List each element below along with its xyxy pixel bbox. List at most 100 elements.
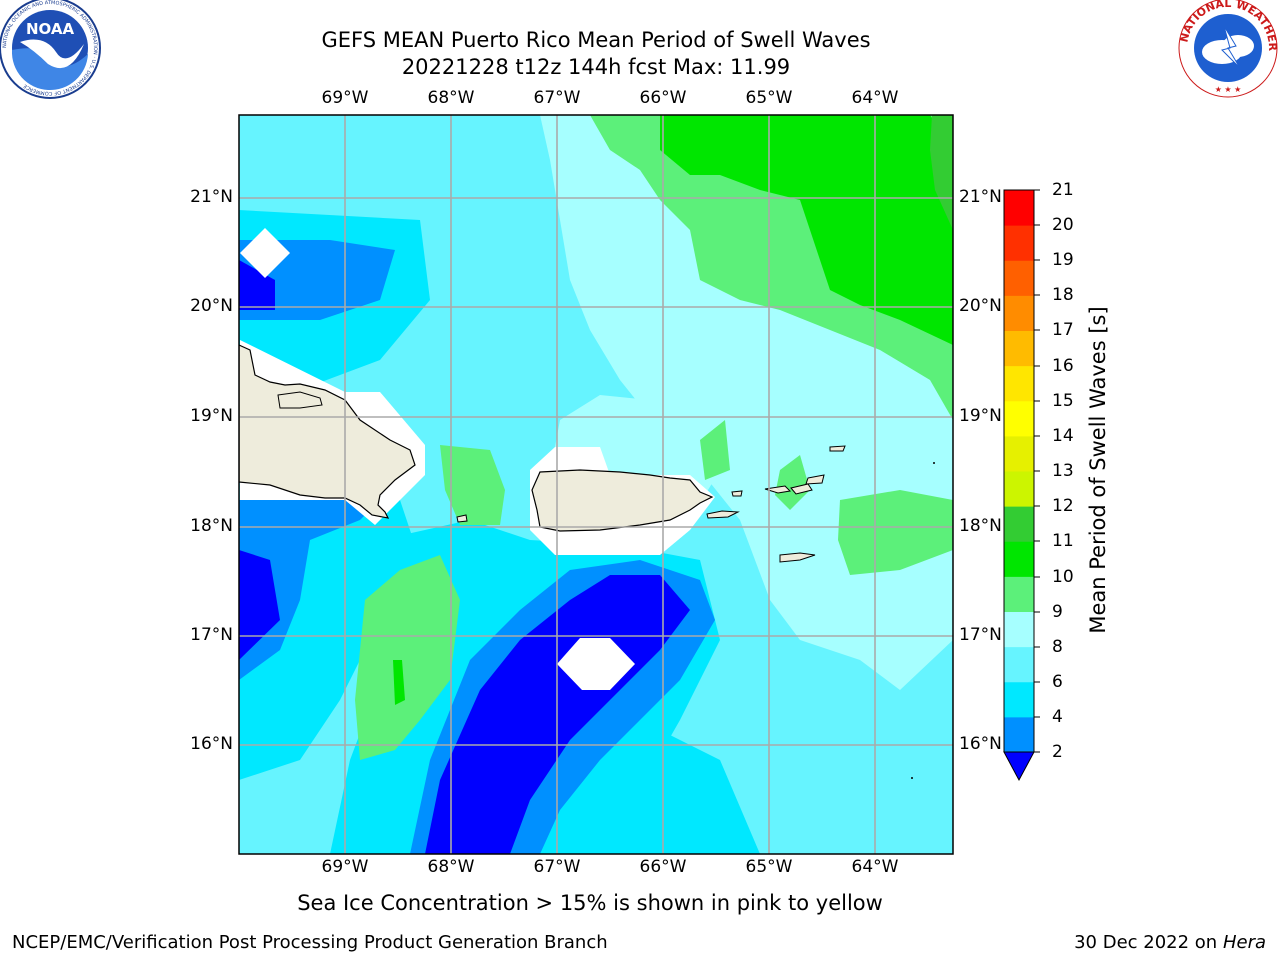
field-4-6-se bbox=[600, 720, 760, 854]
colorbar-bin bbox=[1004, 365, 1034, 402]
lon-label-top: 68°W bbox=[427, 88, 475, 108]
field-9-10-sw bbox=[355, 555, 460, 760]
colorbar-tick-label: 13 bbox=[1052, 461, 1074, 481]
field-9-10-vi2 bbox=[775, 455, 810, 510]
map-frame bbox=[238, 114, 954, 855]
puerto-rico-land bbox=[531, 469, 714, 532]
colorbar-bin bbox=[1004, 611, 1034, 648]
map-subtitle: 20221228 t12z 144h fcst Max: 11.99 bbox=[401, 55, 791, 79]
colorbar bbox=[1003, 189, 1040, 782]
colorbar-tick-label: 15 bbox=[1052, 391, 1074, 411]
footer-machine: Hera bbox=[1222, 932, 1266, 953]
lat-label-left: 20°N bbox=[190, 296, 233, 316]
colorbar-bin bbox=[1004, 506, 1034, 542]
lon-label-top: 66°W bbox=[639, 88, 687, 108]
st-john-island bbox=[790, 483, 813, 495]
footer-date-text: 30 Dec 2022 on bbox=[1074, 932, 1218, 953]
map-title: GEFS MEAN Puerto Rico Mean Period of Swe… bbox=[321, 28, 871, 52]
field-10-11-sw bbox=[393, 660, 405, 705]
colorbar-bin bbox=[1004, 646, 1034, 683]
colorbar-tick-label: 16 bbox=[1052, 356, 1074, 376]
colorbar-bin bbox=[1004, 471, 1034, 507]
mask-nw bbox=[240, 228, 290, 278]
colorbar-tick-label: 12 bbox=[1052, 496, 1074, 516]
gonave-island bbox=[277, 391, 323, 409]
field-11-12-ne bbox=[930, 115, 953, 230]
colorbar-bin bbox=[1004, 681, 1034, 718]
colorbar-bin bbox=[1004, 260, 1034, 296]
lat-label-left: 16°N bbox=[190, 734, 233, 754]
lon-label-top: 65°W bbox=[745, 88, 793, 108]
lon-label-bottom: 64°W bbox=[851, 857, 899, 877]
colorbar-tick-label: 18 bbox=[1052, 285, 1074, 305]
lon-label-top: 67°W bbox=[533, 88, 581, 108]
colorbar-bin bbox=[1004, 190, 1034, 226]
footer-branch: NCEP/EMC/Verification Post Processing Pr… bbox=[12, 932, 608, 953]
colorbar-tick-label: 20 bbox=[1052, 215, 1074, 235]
field-2-4-w bbox=[239, 500, 380, 680]
colorbar-under-arrow bbox=[1003, 751, 1035, 782]
colorbar-tick-label: 19 bbox=[1052, 250, 1074, 270]
noaa-logo: NOAA NATIONAL OCEANIC AND ATMOSPHERIC AD… bbox=[0, 0, 101, 99]
colorbar-bin bbox=[1004, 716, 1034, 753]
field-lt2-nw bbox=[239, 260, 275, 310]
colorbar-tick-label: 11 bbox=[1052, 531, 1074, 551]
vieques-island bbox=[706, 510, 740, 519]
footer-date: 30 Dec 2022 on Hera bbox=[1074, 932, 1266, 953]
hispaniola-land bbox=[239, 344, 416, 519]
lon-label-bottom: 66°W bbox=[639, 857, 687, 877]
field-10-11-ne bbox=[660, 115, 953, 345]
swell-period-field bbox=[239, 115, 953, 854]
mask-s bbox=[557, 638, 635, 690]
lon-label-bottom: 68°W bbox=[427, 857, 475, 877]
lat-label-right: 20°N bbox=[959, 296, 1002, 316]
st-thomas-island bbox=[764, 485, 792, 494]
field-9-10-e bbox=[838, 490, 953, 575]
field-lt2-w bbox=[239, 550, 280, 660]
colorbar-bin bbox=[1004, 330, 1034, 367]
colorbar-bin bbox=[1004, 295, 1034, 331]
lat-label-right: 16°N bbox=[959, 734, 1002, 754]
lat-label-left: 17°N bbox=[190, 625, 233, 645]
lon-label-top: 64°W bbox=[851, 88, 899, 108]
colorbar-tick-label: 10 bbox=[1052, 567, 1074, 587]
tortola-island bbox=[805, 474, 825, 485]
field-9-10-vi bbox=[700, 420, 730, 480]
nws-logo: NATIONAL WEATHER SERVICE ★ ★ ★ bbox=[1177, 0, 1279, 98]
anegada-island bbox=[829, 445, 846, 452]
colorbar-bin bbox=[1004, 225, 1034, 261]
lon-label-bottom: 69°W bbox=[321, 857, 369, 877]
lat-label-left: 19°N bbox=[190, 406, 233, 426]
lat-label-left: 21°N bbox=[190, 187, 233, 207]
colorbar-bin bbox=[1004, 435, 1034, 472]
culebra-island bbox=[731, 490, 743, 497]
colorbar-tick-label: 8 bbox=[1052, 637, 1063, 657]
lat-label-right: 18°N bbox=[959, 516, 1002, 536]
lat-label-left: 18°N bbox=[190, 516, 233, 536]
mona-island bbox=[456, 514, 468, 523]
colorbar-tick-label: 17 bbox=[1052, 320, 1074, 340]
colorbar-bin bbox=[1004, 576, 1034, 612]
colorbar-title: Mean Period of Swell Waves [s] bbox=[1086, 306, 1110, 634]
lon-label-bottom: 65°W bbox=[745, 857, 793, 877]
lat-label-right: 17°N bbox=[959, 625, 1002, 645]
noaa-logo-text: NOAA bbox=[26, 20, 75, 38]
graticule bbox=[239, 115, 953, 854]
colorbar-bin bbox=[1004, 400, 1034, 437]
svg-text:★ ★ ★: ★ ★ ★ bbox=[1215, 85, 1242, 94]
colorbar-tick-label: 14 bbox=[1052, 426, 1074, 446]
colorbar-tick-label: 2 bbox=[1052, 742, 1063, 762]
colorbar-tick-label: 9 bbox=[1052, 602, 1063, 622]
sea-ice-note-text: Sea Ice Concentration > 15% is shown in … bbox=[297, 891, 883, 915]
colorbar-tick-label: 21 bbox=[1052, 180, 1074, 200]
colorbar-bin bbox=[1004, 541, 1034, 577]
field-9-10-mona bbox=[440, 445, 505, 525]
lon-label-top: 69°W bbox=[321, 88, 369, 108]
lon-label-bottom: 67°W bbox=[533, 857, 581, 877]
st-croix-island bbox=[779, 552, 816, 563]
sea-ice-note: Sea Ice Concentration > 15% is shown in … bbox=[0, 891, 1280, 915]
colorbar-tick-label: 4 bbox=[1052, 707, 1063, 727]
colorbar-tick-label: 6 bbox=[1052, 672, 1063, 692]
lat-label-right: 19°N bbox=[959, 406, 1002, 426]
